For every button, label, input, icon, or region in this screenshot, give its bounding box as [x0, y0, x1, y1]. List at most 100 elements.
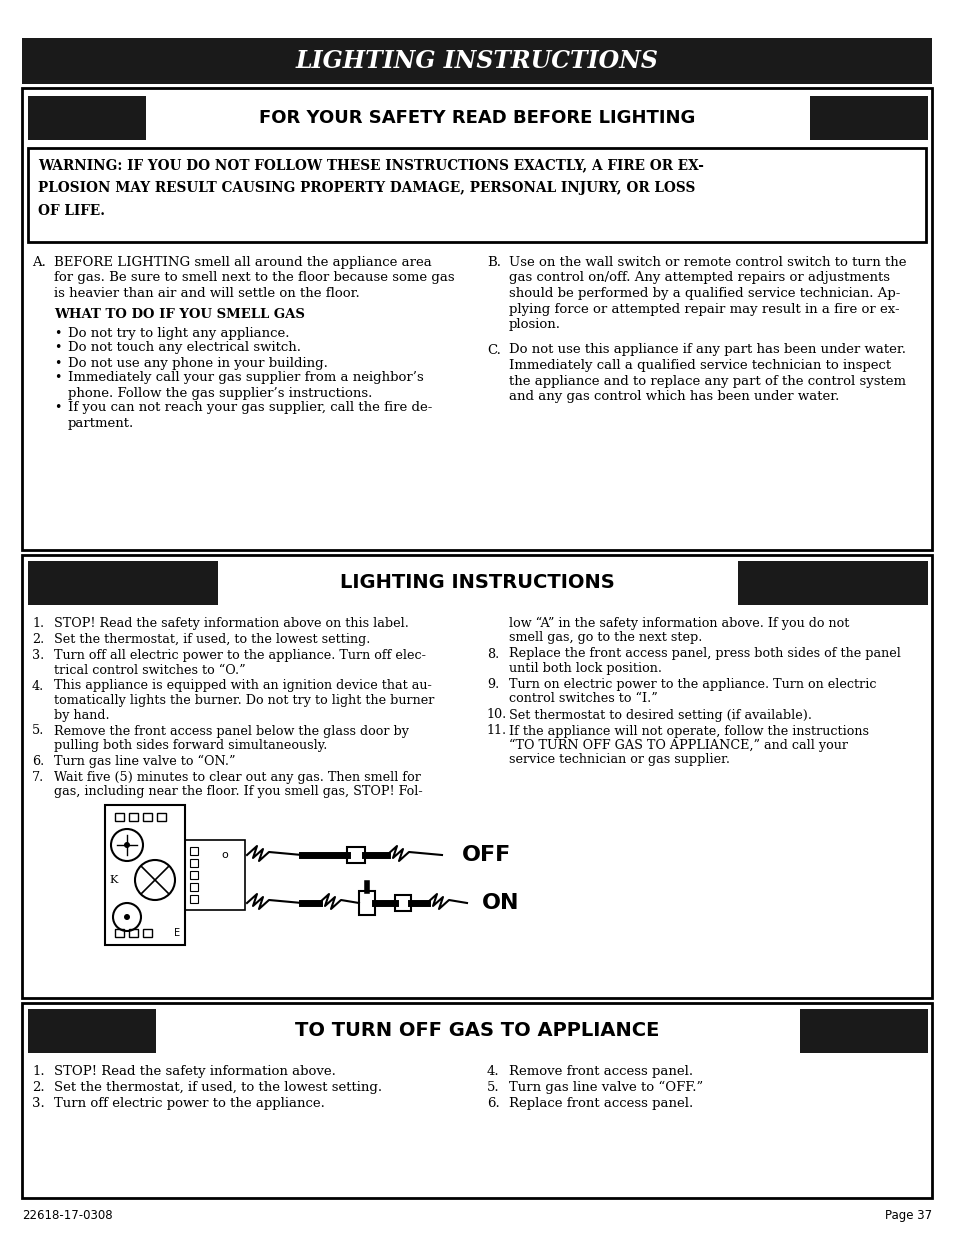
- Text: the appliance and to replace any part of the control system: the appliance and to replace any part of…: [509, 374, 905, 388]
- Text: This appliance is equipped with an ignition device that au-: This appliance is equipped with an ignit…: [54, 679, 432, 693]
- Text: Remove the front access panel below the glass door by: Remove the front access panel below the …: [54, 725, 409, 737]
- Bar: [22, 38, 931, 84]
- Text: LIGHTING INSTRUCTIONS: LIGHTING INSTRUCTIONS: [339, 573, 614, 593]
- Text: gas control on/off. Any attempted repairs or adjustments: gas control on/off. Any attempted repair…: [509, 272, 889, 284]
- Text: BEFORE LIGHTING smell all around the appliance area: BEFORE LIGHTING smell all around the app…: [54, 256, 432, 269]
- Bar: [105, 805, 185, 945]
- Text: LIGHTING INSTRUCTIONS: LIGHTING INSTRUCTIONS: [295, 49, 658, 73]
- Text: Use on the wall switch or remote control switch to turn the: Use on the wall switch or remote control…: [509, 256, 905, 269]
- Text: trical control switches to “O.”: trical control switches to “O.”: [54, 663, 245, 677]
- Text: Turn gas line valve to “OFF.”: Turn gas line valve to “OFF.”: [509, 1081, 702, 1094]
- Bar: [185, 840, 245, 910]
- Text: Do not touch any electrical switch.: Do not touch any electrical switch.: [68, 342, 301, 354]
- Bar: [347, 847, 365, 863]
- Bar: [143, 929, 152, 937]
- Text: Do not use any phone in your building.: Do not use any phone in your building.: [68, 357, 328, 369]
- Text: pulling both sides forward simultaneously.: pulling both sides forward simultaneousl…: [54, 739, 327, 752]
- Text: o: o: [221, 850, 228, 860]
- Circle shape: [124, 914, 130, 920]
- Text: 8.: 8.: [486, 647, 498, 661]
- Text: Set thermostat to desired setting (if available).: Set thermostat to desired setting (if av…: [509, 709, 811, 721]
- Text: Turn off electric power to the appliance.: Turn off electric power to the appliance…: [54, 1097, 325, 1110]
- Text: phone. Follow the gas supplier’s instructions.: phone. Follow the gas supplier’s instruc…: [68, 387, 372, 399]
- Text: 5.: 5.: [32, 725, 45, 737]
- Text: A.: A.: [32, 256, 46, 269]
- Text: tomatically lights the burner. Do not try to light the burner: tomatically lights the burner. Do not tr…: [54, 694, 434, 706]
- Bar: [190, 847, 198, 855]
- Text: K: K: [109, 876, 117, 885]
- Text: 10.: 10.: [486, 709, 507, 721]
- Bar: [738, 561, 927, 605]
- Text: smell gas, go to the next step.: smell gas, go to the next step.: [509, 631, 701, 645]
- Text: E: E: [173, 927, 180, 939]
- Text: •: •: [54, 372, 61, 384]
- Text: 9.: 9.: [486, 678, 498, 692]
- Bar: [28, 1009, 156, 1053]
- Text: OFF: OFF: [461, 845, 511, 864]
- Text: 1.: 1.: [32, 1065, 45, 1078]
- Circle shape: [124, 842, 130, 848]
- Text: partment.: partment.: [68, 416, 134, 430]
- Text: “TO TURN OFF GAS TO APPLIANCE,” and call your: “TO TURN OFF GAS TO APPLIANCE,” and call…: [509, 739, 847, 752]
- Text: Do not try to light any appliance.: Do not try to light any appliance.: [68, 326, 289, 340]
- Text: is heavier than air and will settle on the floor.: is heavier than air and will settle on t…: [54, 287, 359, 300]
- Text: plosion.: plosion.: [509, 317, 560, 331]
- Text: 6.: 6.: [32, 755, 44, 768]
- Text: low “A” in the safety information above. If you do not: low “A” in the safety information above.…: [509, 618, 848, 630]
- Bar: [190, 871, 198, 879]
- Bar: [800, 1009, 927, 1053]
- Text: should be performed by a qualified service technician. Ap-: should be performed by a qualified servi…: [509, 287, 900, 300]
- Bar: [22, 88, 931, 550]
- Text: Remove front access panel.: Remove front access panel.: [509, 1065, 693, 1078]
- Text: B.: B.: [486, 256, 500, 269]
- Bar: [22, 1003, 931, 1198]
- Text: Immediately call your gas supplier from a neighbor’s: Immediately call your gas supplier from …: [68, 372, 423, 384]
- Text: control switches to “I.”: control switches to “I.”: [509, 693, 657, 705]
- Text: •: •: [54, 401, 61, 415]
- Bar: [129, 929, 138, 937]
- Text: 1.: 1.: [32, 618, 44, 630]
- Text: 6.: 6.: [486, 1097, 499, 1110]
- Text: STOP! Read the safety information above.: STOP! Read the safety information above.: [54, 1065, 335, 1078]
- Text: 2.: 2.: [32, 634, 44, 646]
- Text: OF LIFE.: OF LIFE.: [38, 204, 105, 219]
- Text: •: •: [54, 326, 61, 340]
- Text: plying force or attempted repair may result in a fire or ex-: plying force or attempted repair may res…: [509, 303, 899, 315]
- Bar: [190, 860, 198, 867]
- Text: 4.: 4.: [486, 1065, 499, 1078]
- Text: Page 37: Page 37: [884, 1209, 931, 1221]
- Text: 22618-17-0308: 22618-17-0308: [22, 1209, 112, 1221]
- Text: PLOSION MAY RESULT CAUSING PROPERTY DAMAGE, PERSONAL INJURY, OR LOSS: PLOSION MAY RESULT CAUSING PROPERTY DAMA…: [38, 182, 695, 195]
- Text: 7.: 7.: [32, 771, 44, 784]
- Text: If you can not reach your gas supplier, call the fire de-: If you can not reach your gas supplier, …: [68, 401, 432, 415]
- Bar: [28, 148, 925, 242]
- Text: WHAT TO DO IF YOU SMELL GAS: WHAT TO DO IF YOU SMELL GAS: [54, 309, 305, 321]
- Text: STOP! Read the safety information above on this label.: STOP! Read the safety information above …: [54, 618, 409, 630]
- Text: If the appliance will not operate, follow the instructions: If the appliance will not operate, follo…: [509, 725, 868, 737]
- Bar: [143, 813, 152, 821]
- Text: gas, including near the floor. If you smell gas, STOP! Fol-: gas, including near the floor. If you sm…: [54, 785, 422, 799]
- Text: Set the thermostat, if used, to the lowest setting.: Set the thermostat, if used, to the lowe…: [54, 1081, 382, 1094]
- Text: 5.: 5.: [486, 1081, 499, 1094]
- Bar: [28, 561, 218, 605]
- Bar: [28, 96, 146, 140]
- Text: Set the thermostat, if used, to the lowest setting.: Set the thermostat, if used, to the lowe…: [54, 634, 370, 646]
- Text: Turn off all electric power to the appliance. Turn off elec-: Turn off all electric power to the appli…: [54, 650, 425, 662]
- Bar: [115, 929, 124, 937]
- Text: 3.: 3.: [32, 1097, 45, 1110]
- Text: Turn gas line valve to “ON.”: Turn gas line valve to “ON.”: [54, 755, 235, 768]
- Text: 11.: 11.: [486, 725, 507, 737]
- Bar: [115, 813, 124, 821]
- Text: service technician or gas supplier.: service technician or gas supplier.: [509, 753, 729, 767]
- Text: Turn on electric power to the appliance. Turn on electric: Turn on electric power to the appliance.…: [509, 678, 876, 692]
- Bar: [190, 895, 198, 903]
- Text: by hand.: by hand.: [54, 709, 110, 721]
- Text: 4.: 4.: [32, 679, 44, 693]
- Bar: [129, 813, 138, 821]
- Text: •: •: [54, 357, 61, 369]
- Text: and any gas control which has been under water.: and any gas control which has been under…: [509, 390, 839, 403]
- Text: 2.: 2.: [32, 1081, 45, 1094]
- Text: 3.: 3.: [32, 650, 44, 662]
- Text: C.: C.: [486, 343, 500, 357]
- Bar: [358, 890, 375, 915]
